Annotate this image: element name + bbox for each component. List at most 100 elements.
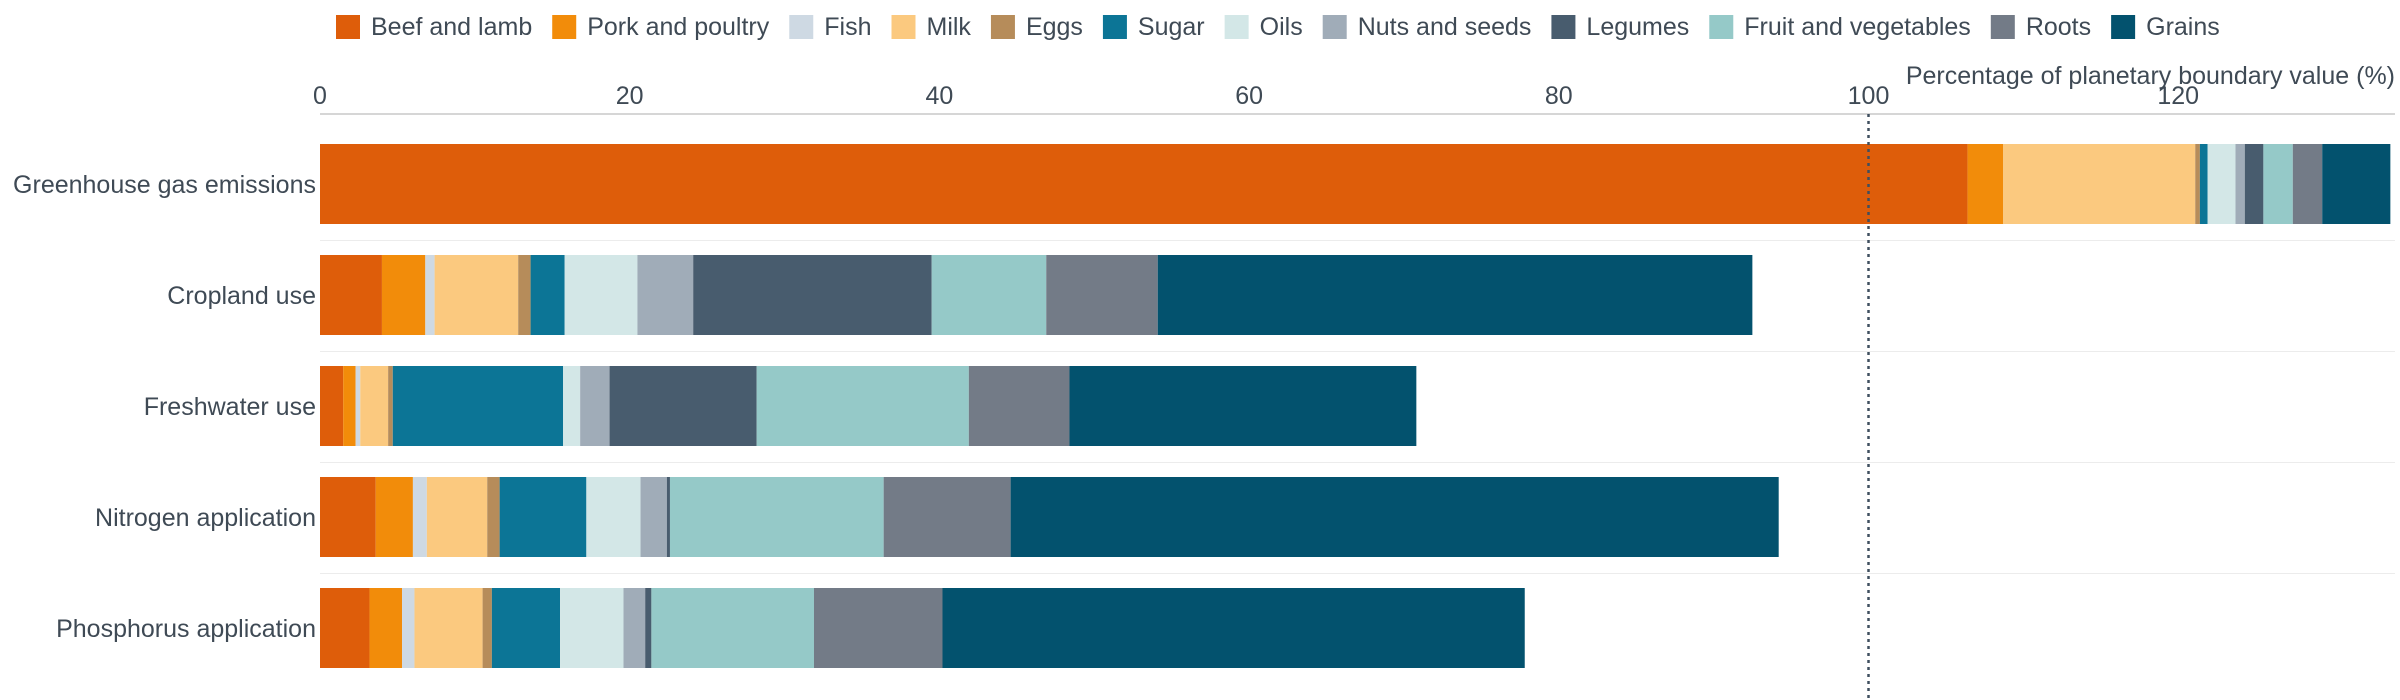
- bar-segment-grains: [1069, 366, 1417, 446]
- legend-swatch: [2111, 15, 2136, 39]
- legend-swatch: [336, 15, 360, 39]
- bar-segment-pork-and-poultry: [343, 366, 356, 446]
- category-labels: Greenhouse gas emissions Cropland use Fres…: [13, 171, 316, 643]
- legend-item-grains: Grains: [2111, 13, 2220, 41]
- legend-label: Fish: [824, 13, 871, 41]
- legend-item-fish: Fish: [789, 13, 872, 41]
- legend-swatch: [1322, 15, 1347, 39]
- legend-swatch: [1551, 15, 1576, 39]
- bar-segment-grains: [1157, 255, 1753, 335]
- legend-label: Pork and poultry: [587, 13, 770, 41]
- bar-segment-roots: [813, 588, 943, 668]
- x-tick-label: 60: [1235, 82, 1263, 110]
- legend-swatch: [891, 15, 916, 39]
- bar-group-phosphorus-application: [320, 588, 1525, 668]
- legend-label: Sugar: [1138, 13, 1205, 41]
- bar-segment-fish: [425, 255, 435, 335]
- bar-group-greenhouse-gas-emissions: [320, 144, 2391, 224]
- legend-swatch: [1102, 15, 1127, 39]
- x-axis: Percentage of planetary boundary value (…: [313, 62, 2395, 115]
- legend-label: Milk: [927, 13, 972, 41]
- bar-segment-pork-and-poultry: [375, 477, 413, 557]
- bar-segment-fish: [355, 366, 361, 446]
- legend-swatch: [552, 15, 577, 39]
- legend-swatch: [1709, 15, 1734, 39]
- category-label: Nitrogen application: [95, 504, 316, 532]
- bar-segment-sugar: [491, 588, 561, 668]
- bar-segment-roots: [968, 366, 1070, 446]
- bars: [320, 144, 2391, 668]
- bar-segment-sugar: [2199, 144, 2208, 224]
- legend-item-eggs: Eggs: [990, 13, 1083, 41]
- bar-segment-roots: [883, 477, 1011, 557]
- legend-item-fruit-and-vegetables: Fruit and vegetables: [1709, 13, 1971, 41]
- bar-segment-legumes: [693, 255, 932, 335]
- legend-label: Fruit and vegetables: [1744, 13, 1971, 41]
- bar-segment-beef-and-lamb: [320, 588, 370, 668]
- legend-item-oils: Oils: [1224, 13, 1303, 41]
- bar-segment-oils: [563, 366, 581, 446]
- legend-item-nuts-and-seeds: Nuts and seeds: [1322, 13, 1532, 41]
- legend-label: Grains: [2146, 13, 2220, 41]
- x-tick-label: 80: [1545, 82, 1573, 110]
- legend-item-roots: Roots: [1990, 13, 2091, 41]
- bar-segment-nuts-and-seeds: [640, 477, 667, 557]
- bar-segment-eggs: [388, 366, 393, 446]
- legend-label: Eggs: [1026, 13, 1083, 41]
- bar-segment-beef-and-lamb: [320, 255, 382, 335]
- legend-item-milk: Milk: [891, 13, 972, 41]
- bar-segment-eggs: [518, 255, 531, 335]
- bar-segment-sugar: [392, 366, 564, 446]
- bar-segment-eggs: [487, 477, 500, 557]
- bar-segment-legumes: [609, 366, 757, 446]
- legend-item-beef-and-lamb: Beef and lamb: [336, 13, 532, 41]
- bar-segment-nuts-and-seeds: [2235, 144, 2245, 224]
- bar-segment-oils: [586, 477, 641, 557]
- category-label: Cropland use: [167, 282, 316, 310]
- x-tick-label: 0: [313, 82, 327, 110]
- bar-segment-grains: [942, 588, 1525, 668]
- legend-label: Beef and lamb: [371, 13, 532, 41]
- category-label: Phosphorus application: [56, 615, 316, 643]
- bar-segment-pork-and-poultry: [381, 255, 426, 335]
- bar-segment-milk: [434, 255, 519, 335]
- bar-segment-nuts-and-seeds: [623, 588, 646, 668]
- bar-segment-fish: [412, 477, 427, 557]
- bar-segment-legumes: [666, 477, 670, 557]
- bar-segment-grains: [2322, 144, 2391, 224]
- bar-segment-pork-and-poultry: [369, 588, 403, 668]
- bar-segment-fruit-and-vegetables: [931, 255, 1047, 335]
- bar-segment-legumes: [645, 588, 652, 668]
- legend-item-sugar: Sugar: [1102, 13, 1205, 41]
- legend-label: Nuts and seeds: [1358, 13, 1532, 41]
- legend-label: Oils: [1260, 13, 1303, 41]
- x-tick-label: 20: [616, 82, 644, 110]
- bar-segment-fruit-and-vegetables: [2263, 144, 2293, 224]
- x-tick-label: 120: [2157, 82, 2199, 110]
- legend-item-legumes: Legumes: [1551, 13, 1689, 41]
- bar-segment-fruit-and-vegetables: [756, 366, 969, 446]
- bar-segment-sugar: [499, 477, 587, 557]
- bar-segment-oils: [2207, 144, 2236, 224]
- x-tick-label: 100: [1848, 82, 1890, 110]
- bar-group-nitrogen-application: [320, 477, 1779, 557]
- legend-swatch: [1224, 15, 1249, 39]
- bar-segment-roots: [1046, 255, 1158, 335]
- bar-segment-nuts-and-seeds: [637, 255, 694, 335]
- bar-segment-beef-and-lamb: [320, 144, 1968, 224]
- bar-segment-fruit-and-vegetables: [669, 477, 884, 557]
- legend-swatch: [1990, 15, 2015, 39]
- bar-segment-milk: [414, 588, 483, 668]
- bar-segment-nuts-and-seeds: [580, 366, 610, 446]
- bar-segment-pork-and-poultry: [1967, 144, 2004, 224]
- legend-swatch: [789, 15, 814, 39]
- legend-item-pork-and-poultry: Pork and poultry: [552, 13, 770, 41]
- legend-swatch: [990, 15, 1015, 39]
- category-label: Freshwater use: [144, 393, 316, 421]
- bar-segment-legumes: [2244, 144, 2264, 224]
- x-tick-label: 40: [925, 82, 953, 110]
- bar-segment-fruit-and-vegetables: [651, 588, 814, 668]
- bar-segment-beef-and-lamb: [320, 477, 376, 557]
